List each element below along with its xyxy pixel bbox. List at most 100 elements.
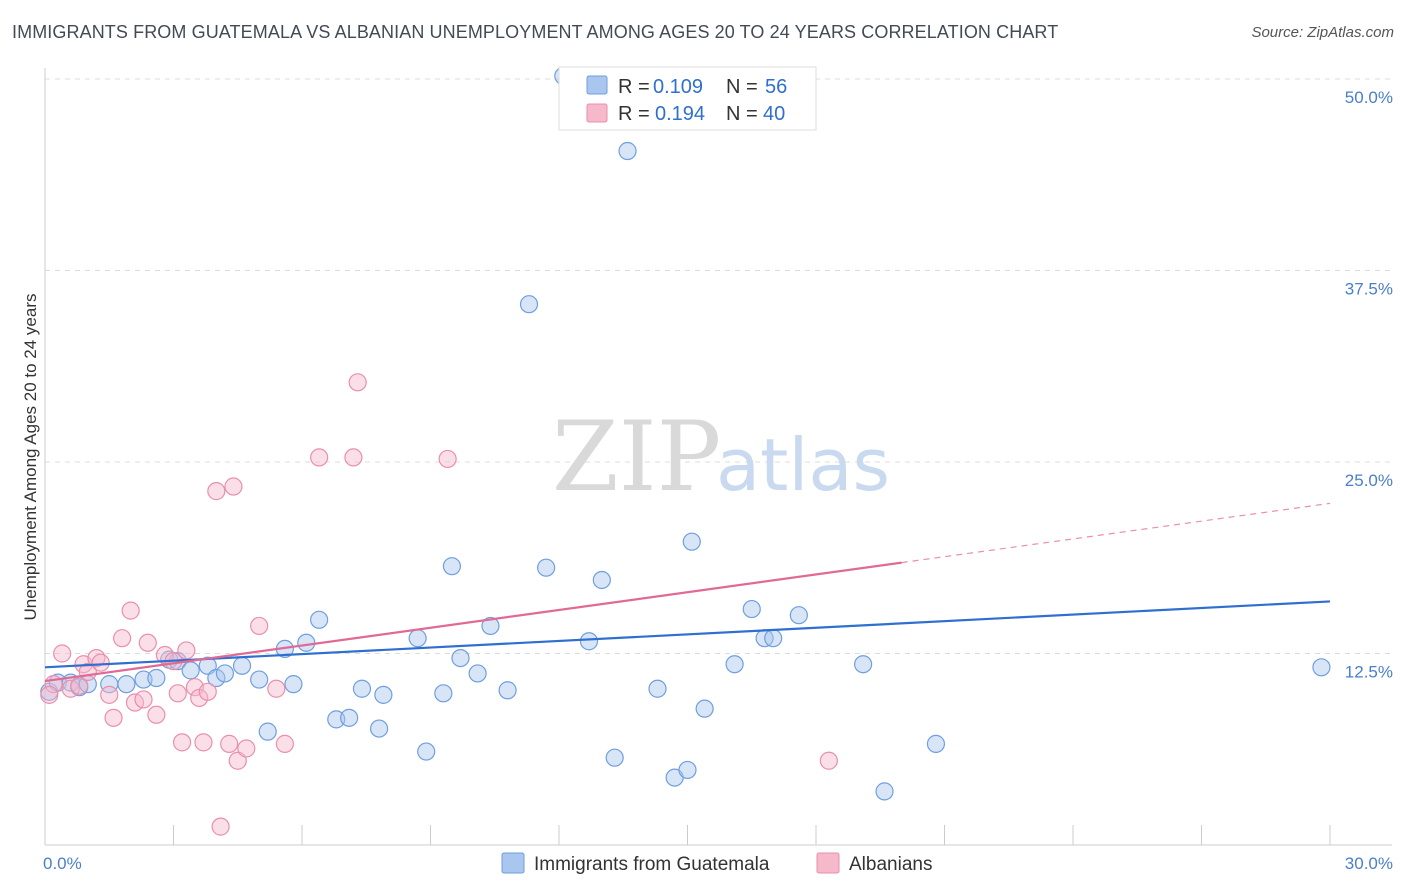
legend-n-label-2: N = [726,103,758,125]
albanian-point [168,684,187,703]
albanian-point [224,477,243,496]
albanian-trend-extension [901,502,1331,564]
guatemala-point [618,141,637,161]
guatemala-trend-line [44,600,1331,669]
y-tick-label: 50.0% [1345,88,1393,107]
axes [44,68,1392,846]
albanian-point [121,601,140,620]
guatemala-point [352,679,372,698]
guatemala-point [117,675,136,694]
guatemala-point [605,748,624,767]
legend-n-value-1: 56 [765,76,787,98]
guatemala-point [434,684,453,703]
guatemala-point [537,558,556,577]
albanian-point [220,734,239,753]
guatemala-point [408,629,427,648]
guatemala-point [926,734,946,753]
guatemala-point [592,570,611,590]
albanian-trend-line [44,561,902,683]
albanian-point [53,644,72,663]
guatemala-point [678,760,697,780]
guatemala-point [519,295,539,314]
grid-lines [45,78,1392,654]
albanian-point [198,682,217,701]
albanian-point [344,448,363,467]
guatemala-point [310,610,329,629]
guatemala-point [451,648,470,668]
albanian-point [134,690,153,709]
legend-r-label-2: R = [618,103,650,125]
albanian-point [177,641,196,660]
legend-item-albanians-swatch [816,852,840,874]
guatemala-point [215,664,234,683]
guatemala-point [742,599,761,619]
legend-swatch-guatemala [586,75,608,95]
guatemala-point [695,699,714,718]
guatemala-point [232,656,252,675]
chart-title: IMMIGRANTS FROM GUATEMALA VS ALBANIAN UN… [12,22,1059,42]
guatemala-point [764,629,783,648]
guatemala-point [297,633,316,652]
guatemala-point [284,675,303,694]
guatemala-point [498,681,517,700]
legend-r-value-1: 0.109 [653,76,703,98]
legend-r-value-2: 0.194 [655,103,705,125]
legend-item-guatemala-swatch [501,852,525,874]
albanian-point [147,705,166,724]
albanian-point [100,685,119,704]
watermark: ZIP atlas [552,401,890,513]
albanian-point [250,616,269,636]
guatemala-point [258,722,277,741]
albanian-point [194,733,213,752]
legend-n-value-2: 40 [763,103,785,125]
x-tick-label: 0.0% [43,854,82,873]
guatemala-point [370,719,389,738]
guatemala-point [250,670,269,689]
source-label: Source: ZipAtlas.com [1251,24,1394,41]
guatemala-point [725,655,744,674]
y-axis-title: Unemployment Among Ages 20 to 24 years [21,294,40,621]
y-tick-label: 12.5% [1345,663,1393,682]
legend-item-guatemala-label: Immigrants from Guatemala [534,854,770,875]
watermark-atlas: atlas [716,423,890,507]
albanian-point [211,817,230,836]
guatemala-point [648,679,667,698]
albanian-point [237,739,256,758]
guatemala-point [1312,658,1331,677]
y-tick-label: 37.5% [1345,280,1393,299]
albanian-point [348,373,367,392]
albanian-point [310,448,329,467]
trend-lines [44,502,1331,683]
guatemala-point [181,661,200,680]
x-tick-label: 30.0% [1345,854,1393,873]
legend-n-label-1: N = [726,76,758,98]
guatemala-point [468,664,487,683]
guatemala-point [579,632,599,651]
legend-r-label-1: R = [618,76,650,98]
legend-item-albanians-label: Albanians [849,854,932,875]
guatemala-point [442,557,462,576]
guatemala-point [481,616,500,636]
albanian-point [40,685,59,704]
guatemala-point [875,782,894,801]
guatemala-point [854,655,873,674]
stats-legend: R = 0.109 N = 56 R = 0.194 N = 40 [558,66,817,131]
albanian-point [275,734,294,753]
albanian-point [91,653,110,672]
x-tick-labels: 0.0% 30.0% [43,854,1393,873]
guatemala-point [374,685,393,704]
guatemala-point [147,668,166,688]
guatemala-point [682,532,701,551]
y-tick-label: 25.0% [1345,471,1393,490]
albanian-point [438,449,457,469]
albanian-point [819,751,838,770]
albanian-point [138,633,157,652]
series-legend: Immigrants from Guatemala Albanians [501,852,932,875]
guatemala-point [340,708,359,727]
albanian-point [267,679,286,698]
albanian-point [104,708,123,727]
guatemala-point [207,668,226,688]
albanian-point [172,733,192,752]
albanian-point [207,482,226,501]
